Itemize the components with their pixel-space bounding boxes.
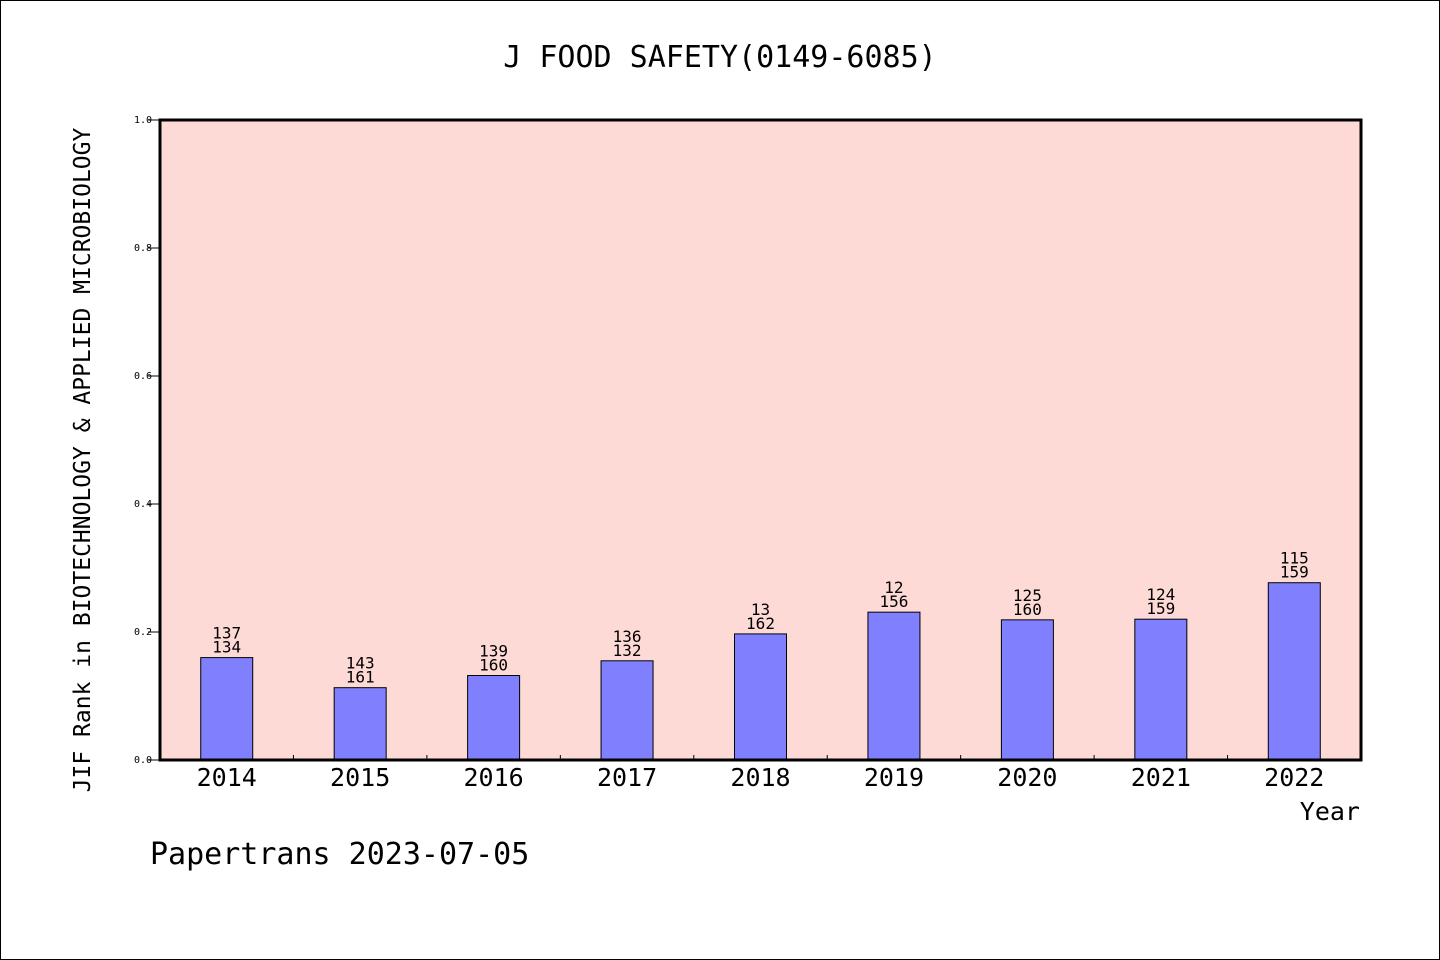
bar-2020 <box>1000 619 1054 761</box>
bar-label-total-2018: 162 <box>746 614 775 633</box>
bar-2016 <box>467 675 521 761</box>
y-tick-label: 0.6 <box>134 371 152 382</box>
x-tick-label-2019: 2019 <box>864 763 924 792</box>
bar-label-rank-2021: 124 <box>1146 585 1175 604</box>
y-axis-ticks: 0.0 0.2 0.4 0.6 0.8 1.0 <box>134 115 160 766</box>
x-tick-label-2022: 2022 <box>1264 763 1324 792</box>
bars-group <box>200 582 1321 761</box>
plot-border <box>158 118 1363 762</box>
y-tick-label: 1.0 <box>134 115 152 126</box>
bar-2015 <box>333 687 387 761</box>
x-axis-ticks: 2014 2015 2016 2017 2018 2019 2020 2021 2022 <box>197 755 1324 792</box>
bar-label-total-2019: 156 <box>879 592 908 611</box>
bar-2021 <box>1134 618 1188 761</box>
bar-label-rank-2022: 115 <box>1280 549 1309 568</box>
x-tick-label-2018: 2018 <box>730 763 790 792</box>
bar-label-total-2016: 160 <box>479 656 508 675</box>
x-tick-label-2014: 2014 <box>197 763 257 792</box>
y-tick-label: 0.0 <box>134 755 152 766</box>
x-tick-label-2017: 2017 <box>597 763 657 792</box>
chart-title: J FOOD SAFETY(0149-6085) <box>503 40 936 75</box>
bar-label-rank-2018: 13 <box>751 600 770 619</box>
bar-label-rank-2015: 143 <box>346 654 375 673</box>
bar-label-rank-2017: 136 <box>613 627 642 646</box>
bar-label-rank-2016: 139 <box>479 642 508 661</box>
x-tick-label-2021: 2021 <box>1131 763 1191 792</box>
bar-label-rank-2014: 137 <box>212 624 241 643</box>
bar-2018 <box>734 633 787 761</box>
x-tick-label-2016: 2016 <box>464 763 524 792</box>
bar-2017 <box>600 660 654 761</box>
bar-label-total-2022: 159 <box>1280 563 1309 582</box>
y-axis-label: JIF Rank in BIOTECHNOLOGY & APPLIED MICR… <box>70 128 96 793</box>
bar-label-total-2015: 161 <box>346 668 375 687</box>
y-tick-label: 0.4 <box>134 499 152 510</box>
bar-label-rank-2019: 12 <box>884 578 903 597</box>
bar-label-rank-2020: 125 <box>1013 586 1042 605</box>
y-tick-label: 0.8 <box>134 243 152 254</box>
footer-text: Papertrans 2023-07-05 <box>150 837 529 872</box>
bar-2014 <box>200 657 254 761</box>
bar-2019 <box>867 611 921 761</box>
y-tick-label: 0.2 <box>134 627 152 638</box>
x-tick-label-2015: 2015 <box>330 763 390 792</box>
x-tick-label-2020: 2020 <box>997 763 1057 792</box>
bar-label-total-2020: 160 <box>1013 600 1042 619</box>
bar-label-total-2014: 134 <box>212 638 241 657</box>
x-axis-label: Year <box>1300 797 1360 826</box>
bar-label-total-2017: 132 <box>613 641 642 660</box>
bar-2022 <box>1267 582 1321 761</box>
bar-label-total-2021: 159 <box>1146 599 1175 618</box>
